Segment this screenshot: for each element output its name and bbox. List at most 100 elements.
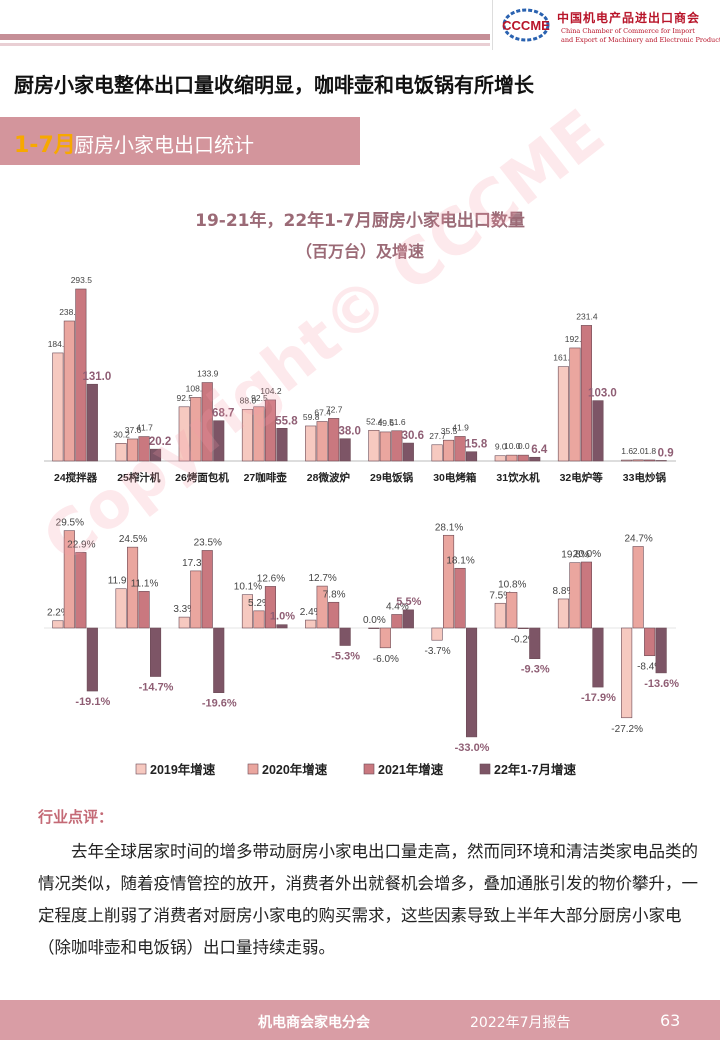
footer-report: 2022年7月报告 <box>470 1015 571 1031</box>
data-label-growth: -3.7% <box>424 646 450 657</box>
data-label-quantity: 88.0 <box>240 395 257 405</box>
bar-growth <box>264 586 277 629</box>
data-label-growth: -19.6% <box>202 698 237 710</box>
data-label-quantity: 67.4 <box>314 408 331 418</box>
data-label-growth: 24.7% <box>624 533 652 544</box>
bar-growth <box>517 627 529 629</box>
data-label-quantity: 231.4 <box>576 311 598 321</box>
data-label-growth: 1.0% <box>270 611 295 623</box>
bar-growth <box>75 552 87 629</box>
data-label-growth: 23.5% <box>194 537 222 548</box>
bar-quantity <box>402 442 414 462</box>
bar-quantity <box>178 406 190 462</box>
data-label-growth: 28.1% <box>435 522 463 533</box>
comment-text: 去年全球居家时间的增多带动厨房小家电出口量走高，然而同环境和清洁类家电品类的情况… <box>38 842 698 957</box>
footer-org: 机电商会家电分会 <box>258 1015 370 1031</box>
data-label-quantity: 30.2 <box>113 429 130 439</box>
page-number: 63 <box>660 1011 681 1030</box>
data-label-growth: 4.4% <box>386 601 409 612</box>
bar-growth <box>379 627 391 649</box>
data-label-quantity: 51.6 <box>389 417 406 427</box>
data-label-growth: 11.9% <box>108 576 136 587</box>
bar-growth <box>178 616 190 629</box>
org-name-en-1: China Chamber of Commerce for Import <box>561 27 695 35</box>
legend-swatch <box>479 763 491 775</box>
section-title: 厨房小家电出口统计 <box>74 133 254 157</box>
data-label-growth: 11.1% <box>131 578 159 589</box>
data-label-quantity: 37.6 <box>125 425 142 435</box>
data-label-growth: -13.6% <box>644 678 679 690</box>
data-label-growth: -19.1% <box>75 696 110 708</box>
org-name-en-2: and Export of Machinery and Electronic P… <box>561 36 720 44</box>
data-label-growth: 2.4% <box>300 607 323 618</box>
bar-quantity <box>264 399 277 462</box>
data-label-quantity: 41.7 <box>136 423 153 433</box>
bar-growth <box>506 592 518 629</box>
bar-growth <box>241 594 253 629</box>
data-label-growth: 12.6% <box>257 573 285 584</box>
category-label: 29电饭锅 <box>370 471 414 484</box>
bar-quantity <box>391 430 403 462</box>
category-label: 25榨汁机 <box>117 471 161 484</box>
data-label-quantity: 6.4 <box>531 444 548 456</box>
data-label-quantity: 55.8 <box>275 415 298 427</box>
data-label-growth: -8.4% <box>637 662 663 673</box>
chart-title-line2: （百万台）及增速 <box>295 242 424 261</box>
bar-growth <box>580 561 593 629</box>
bar-quantity <box>465 451 478 462</box>
legend-swatch <box>247 763 259 775</box>
data-label-quantity: 35.5 <box>441 426 458 436</box>
data-label-growth: 2.2% <box>47 608 70 619</box>
category-label: 28微波炉 <box>307 471 350 484</box>
data-label-quantity: 49.6 <box>378 418 395 428</box>
bar-quantity <box>632 459 644 462</box>
data-label-quantity: 1.8 <box>644 446 656 456</box>
data-label-growth: 20.0% <box>573 549 601 560</box>
bar-quantity <box>454 436 466 462</box>
org-name-cn: 中国机电产品进出口商会 <box>557 11 701 25</box>
bar-quantity <box>569 347 581 462</box>
bar-quantity <box>115 443 127 462</box>
bar-growth <box>402 609 414 629</box>
footer-band <box>0 1000 720 1040</box>
bar-growth <box>276 624 288 629</box>
bar-growth <box>391 614 403 629</box>
data-label-growth: -14.7% <box>139 682 174 694</box>
bar-quantity <box>201 382 213 462</box>
bar-growth <box>592 627 604 688</box>
data-label-growth: 22.9% <box>67 539 95 550</box>
section-period: 1-7月 <box>14 133 76 158</box>
category-label: 26烤面包机 <box>175 471 229 484</box>
data-label-quantity: 92.5 <box>251 393 268 403</box>
data-label-growth: 7.8% <box>323 589 346 600</box>
bar-quantity <box>52 352 64 462</box>
bar-quantity <box>621 459 633 462</box>
section-tab: 1-7月 厨房小家电出口统计 <box>0 117 360 165</box>
bar-growth <box>494 602 506 629</box>
chart-title-line1: 19-21年，22年1-7月厨房小家电出口数量 <box>195 211 525 231</box>
bar-quantity <box>442 439 455 462</box>
bar-growth <box>213 627 225 693</box>
bar-growth <box>328 601 340 629</box>
bar-quantity <box>529 456 541 462</box>
bar-quantity <box>63 320 75 462</box>
cccme-logo-icon: CCCME <box>502 8 550 42</box>
bar-quantity <box>506 454 518 462</box>
page-title: 厨房小家电整体出口量收缩明显，咖啡壶和电饭锅有所增长 <box>14 73 534 97</box>
header-bar <box>0 34 490 40</box>
bar-growth <box>52 620 64 629</box>
bar-growth <box>316 585 328 629</box>
bar-growth <box>632 546 644 629</box>
data-label-quantity: 38.0 <box>338 426 360 438</box>
data-label-quantity: 1.6 <box>621 446 633 456</box>
bar-quantity <box>580 325 593 462</box>
comment-title: 行业点评： <box>38 808 114 826</box>
data-label-quantity: 52.4 <box>366 416 383 426</box>
bar-quantity <box>253 406 265 462</box>
bar-growth <box>368 627 380 629</box>
data-label-quantity: 238.9 <box>59 307 81 317</box>
bar-growth <box>465 627 478 738</box>
logo-text: CCCME <box>502 18 550 33</box>
bar-quantity <box>368 429 380 462</box>
data-label-growth: -0.2% <box>511 635 537 646</box>
